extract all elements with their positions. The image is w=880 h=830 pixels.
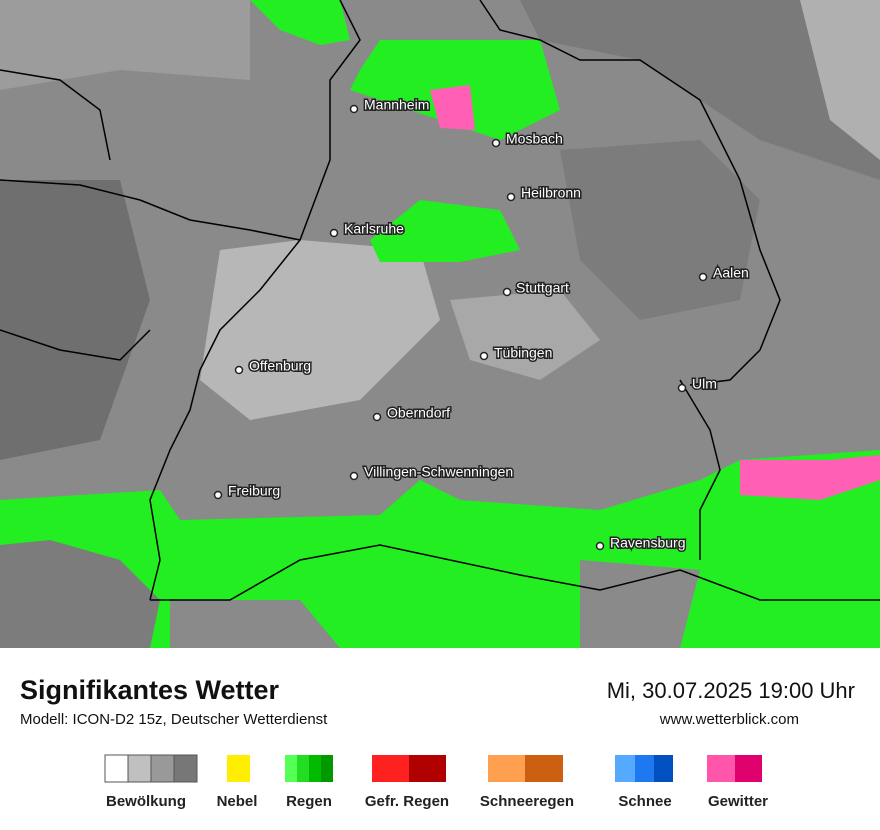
city-label: Offenburg <box>249 358 311 374</box>
legend-label: Schneeregen <box>480 793 574 810</box>
datetime: Mi, 30.07.2025 19:00 Uhr <box>607 678 855 703</box>
website: www.wetterblick.com <box>659 711 799 728</box>
city-label: Ulm <box>692 376 717 392</box>
map-area <box>0 0 880 648</box>
legend-swatches <box>104 754 762 783</box>
city-label: Mannheim <box>364 97 429 113</box>
legend-label: Nebel <box>217 793 258 810</box>
city-label: Oberndorf <box>387 405 450 421</box>
legend-label: Bewölkung <box>106 793 186 810</box>
city-label: Aalen <box>713 265 749 281</box>
city-label: Villingen-Schwenningen <box>364 464 513 480</box>
city-markers <box>213 104 708 551</box>
title: Signifikantes Wetter <box>20 675 280 705</box>
city-label: Tübingen <box>494 345 552 361</box>
legend-label: Regen <box>286 793 332 810</box>
city-label: Mosbach <box>506 131 563 147</box>
legend-label: Gefr. Regen <box>365 793 449 810</box>
subtitle: Modell: ICON-D2 15z, Deutscher Wetterdie… <box>20 711 328 728</box>
city-label: Stuttgart <box>516 280 569 296</box>
city-label: Ravensburg <box>610 535 686 551</box>
legend-label: Schnee <box>618 793 671 810</box>
city-label: Freiburg <box>228 483 280 499</box>
city-label: Karlsruhe <box>344 221 404 237</box>
city-label: Heilbronn <box>521 185 581 201</box>
legend-label: Gewitter <box>708 793 768 810</box>
